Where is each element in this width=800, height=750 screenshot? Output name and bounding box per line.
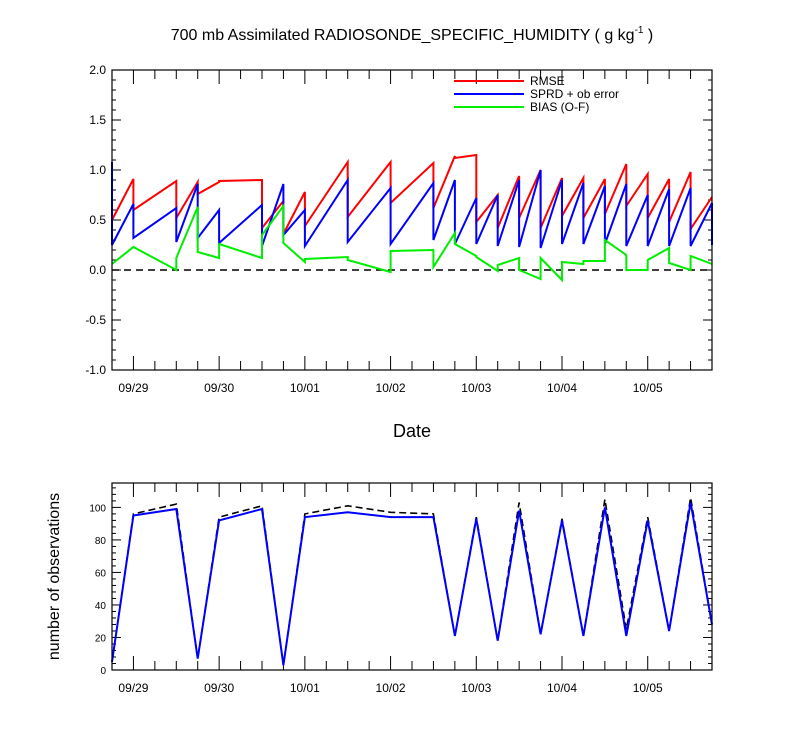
legend-label: BIAS (O-F) <box>530 100 589 114</box>
plot-frame <box>111 482 713 671</box>
series-line-sprd-ob-error <box>111 162 713 250</box>
series-line-bias-o-f <box>111 202 713 283</box>
y-tick-label: 100 <box>89 503 106 514</box>
x-tick-label: 10/01 <box>290 381 320 395</box>
x-tick-label: 09/30 <box>204 381 234 395</box>
top-panel: 2.0 1.5 1.0 0.5 0.0 -0.5 -1.0 09/29 09/30 10/01 10… <box>85 63 713 441</box>
y-tick-label: 2.0 <box>89 63 106 77</box>
x-tick-label: 09/29 <box>118 381 148 395</box>
x-tick-label: 10/02 <box>376 381 406 395</box>
x-tick-label: 10/03 <box>461 681 491 695</box>
y-tick-label: 80 <box>95 536 107 547</box>
y-tick-label: 1.0 <box>89 163 106 177</box>
x-tick-label: 10/04 <box>547 681 577 695</box>
y-tick-label: 0 <box>100 666 106 677</box>
chart-title-close: ) <box>643 27 653 44</box>
y-axis-label: number of observations <box>46 493 63 660</box>
legend-label: SPRD + ob error <box>530 87 619 101</box>
y-tick-label: 0.5 <box>89 213 106 227</box>
x-tick-label: 09/30 <box>204 681 234 695</box>
series-line-possible <box>111 497 713 666</box>
x-tick-label: 10/05 <box>633 381 663 395</box>
y-tick-label: -1.0 <box>85 363 106 377</box>
y-tick-label: -0.5 <box>85 313 106 327</box>
x-tick-label: 10/05 <box>633 681 663 695</box>
x-tick-label: 10/04 <box>547 381 577 395</box>
legend-label: RMSE <box>530 74 565 88</box>
x-tick-label: 09/29 <box>118 681 148 695</box>
x-axis-label: Date <box>393 421 431 441</box>
chart-title: 700 mb Assimilated RADIOSONDE_SPECIFIC_H… <box>171 25 654 44</box>
chart-title-superscript: -1 <box>635 25 644 36</box>
y-tick-label: 20 <box>95 633 107 644</box>
plot-frame <box>111 69 713 371</box>
series-line-assimilated <box>111 502 713 666</box>
y-tick-label: 40 <box>95 601 107 612</box>
y-tick-label: 60 <box>95 568 107 579</box>
x-tick-label: 10/01 <box>290 681 320 695</box>
y-tick-label: 1.5 <box>89 113 106 127</box>
y-tick-label: 0.0 <box>89 263 106 277</box>
x-tick-label: 10/03 <box>461 381 491 395</box>
x-tick-label: 10/02 <box>376 681 406 695</box>
chart-title-main: 700 mb Assimilated RADIOSONDE_SPECIFIC_H… <box>171 27 635 44</box>
bottom-panel: 0 20 40 60 80 100 09/29 09/30 10/01 10/02 10/03 10/… <box>46 482 713 695</box>
